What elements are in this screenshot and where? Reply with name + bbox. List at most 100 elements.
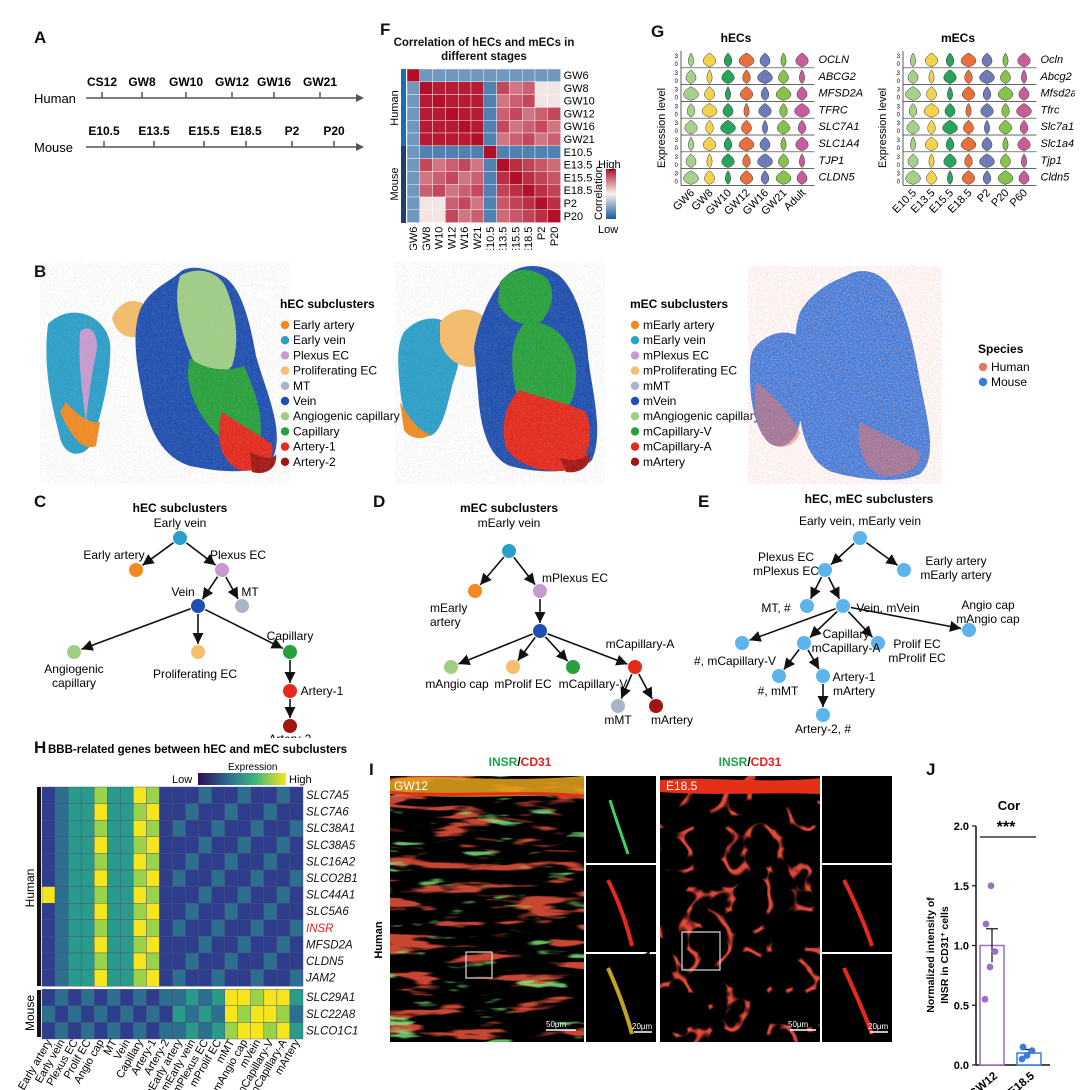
- panel-a: A CS12 GW8 GW10 GW12 GW16 GW21 E10.5 E13.5 E15.5…: [0, 0, 370, 160]
- tree-label-mmt: mMT: [604, 713, 632, 727]
- tree-edge: [225, 576, 239, 600]
- h-cell: [120, 952, 134, 970]
- h-cell: [67, 952, 82, 970]
- h-cell: [237, 853, 252, 871]
- h-cell: [198, 1022, 212, 1040]
- corr-cell: [470, 81, 485, 95]
- h-cell: [146, 936, 160, 954]
- h-cell: [263, 786, 278, 804]
- corr-cell: [419, 209, 433, 223]
- human-image: Human INSR/CD31 GW12 50μm 20μm: [373, 755, 656, 1042]
- h-cell: [133, 936, 147, 954]
- violin: [740, 86, 753, 101]
- corr-cell: [419, 68, 433, 83]
- h-cell: [93, 902, 108, 920]
- h-cell: [289, 1022, 304, 1040]
- violin: [963, 119, 974, 135]
- h-cell: [185, 936, 199, 954]
- violin: [796, 170, 808, 185]
- j-ytick-label: 0.0: [954, 1060, 969, 1072]
- violin-ytick: 3: [897, 121, 901, 127]
- h-cell: [237, 988, 252, 1006]
- h-cell: [41, 1022, 56, 1040]
- f-col-label: GW21: [472, 227, 484, 250]
- legend-label: mArtery: [643, 455, 685, 469]
- j-point: [987, 882, 995, 890]
- corr-cell: [547, 145, 561, 159]
- h-cell: [250, 786, 265, 804]
- h-cell: [146, 952, 160, 970]
- h-cell: [146, 836, 160, 854]
- tree-edge: [827, 576, 841, 600]
- f-col-label: E15.5: [510, 227, 522, 250]
- h-cell: [224, 919, 238, 937]
- corr-cell: [534, 145, 549, 159]
- corr-cell: [470, 158, 485, 172]
- f-mouse-label: Mouse: [389, 167, 401, 200]
- f-col-label: E18.5: [523, 227, 535, 250]
- legend-dot: [280, 336, 290, 345]
- violin: [741, 119, 752, 135]
- corr-cell: [534, 107, 549, 121]
- tree-label-hec-mec-subclusters: hEC, mEC subclusters: [805, 492, 934, 506]
- violin: [762, 119, 768, 135]
- h-cell: [276, 853, 291, 871]
- violin-ytick: 3: [897, 71, 901, 77]
- h-cell: [185, 1022, 199, 1040]
- corr-cell: [521, 183, 536, 198]
- h-cell: [120, 886, 134, 904]
- f-row-label: E10.5: [564, 147, 593, 159]
- corr-cell: [457, 158, 472, 172]
- violin: [925, 136, 938, 152]
- f-row-label: P20: [564, 211, 584, 223]
- h-cell: [67, 919, 82, 937]
- violin: [722, 103, 734, 118]
- h-cell: [250, 969, 265, 987]
- f-col-label: GW6: [408, 227, 420, 250]
- tree-label-capillary: capillary: [52, 676, 96, 690]
- h-title: BBB-related genes between hEC and mEC su…: [48, 744, 347, 756]
- violin: [757, 69, 773, 84]
- mec-legend-title: mEC subclusters: [630, 297, 728, 311]
- h-cell: [224, 988, 238, 1006]
- violin-ytick: 0: [897, 112, 901, 118]
- tree-label-artery-2: Artery-2, #: [795, 722, 851, 736]
- h-cell: [237, 1022, 252, 1040]
- tree-edge: [479, 556, 505, 586]
- h-cell: [198, 988, 212, 1006]
- correlation-heatmap: GW6GW6GW8GW8GW10GW10GW12GW12GW16GW16GW21…: [389, 68, 621, 250]
- corr-cell: [496, 132, 510, 147]
- legend-label: mCapillary-A: [643, 440, 712, 454]
- h-cell: [172, 969, 186, 987]
- corr-cell: [457, 68, 472, 83]
- tree-node: [215, 563, 229, 577]
- h-cell: [211, 803, 225, 821]
- h-cell: [54, 902, 69, 920]
- h-gene-label: SLCO2B1: [306, 873, 358, 885]
- h-cell: [224, 952, 238, 970]
- h-cell: [276, 952, 291, 970]
- violin-gene-label: Mfsd2a: [1041, 88, 1076, 100]
- h-cell: [159, 886, 173, 904]
- corr-cell: [432, 196, 446, 211]
- h-cell: [120, 836, 134, 854]
- corr-cell: [445, 94, 459, 108]
- violin-ytick: 3: [897, 88, 901, 94]
- corr-cell: [406, 68, 421, 83]
- corr-cell: [496, 209, 510, 223]
- corr-cell: [445, 68, 459, 83]
- corr-cell: [509, 145, 523, 159]
- h-cell: [159, 1022, 173, 1040]
- h-cell: [146, 869, 160, 887]
- violin: [997, 86, 1014, 101]
- corr-cell: [509, 171, 523, 185]
- h-cell: [67, 803, 82, 821]
- f-col-label: P20: [549, 227, 561, 247]
- violin: [725, 86, 731, 101]
- h-cell: [146, 1005, 160, 1023]
- legend-dot: [630, 396, 640, 406]
- f-row-label: GW8: [564, 83, 589, 95]
- corr-cell: [521, 171, 536, 185]
- h-gene-label: SLC38A5: [306, 840, 356, 852]
- tree-label-capillary: Capillary: [267, 629, 314, 643]
